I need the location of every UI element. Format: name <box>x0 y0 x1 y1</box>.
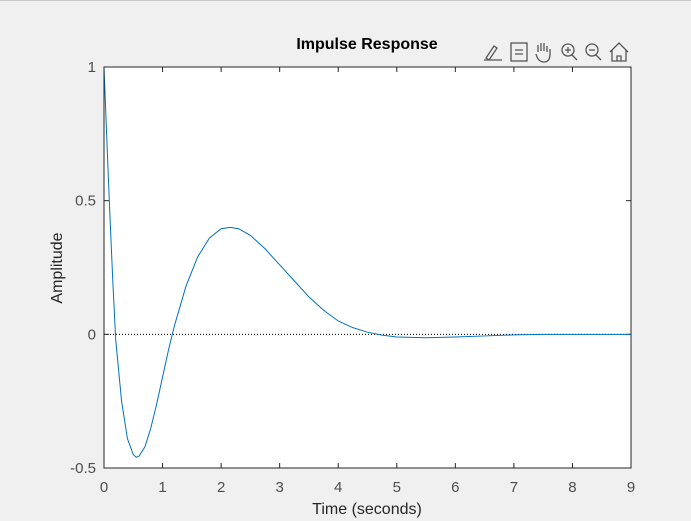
y-tick-label: -0.5 <box>70 460 96 477</box>
zoom-in-button[interactable] <box>561 43 578 61</box>
home-button[interactable] <box>609 42 629 62</box>
y-axis-label: Amplitude <box>49 232 66 303</box>
x-tick-label: 8 <box>568 479 576 496</box>
x-tick-label: 6 <box>451 479 459 496</box>
axes-toolbar[interactable] <box>484 42 629 63</box>
x-tick-label: 4 <box>334 479 342 496</box>
axes-background <box>104 67 631 468</box>
x-tick-label: 2 <box>217 479 225 496</box>
response-line <box>103 66 631 458</box>
brush-button[interactable] <box>484 45 502 61</box>
datatip-button[interactable] <box>510 42 528 62</box>
x-tick-label: 9 <box>627 479 635 496</box>
x-tick-label: 5 <box>393 479 401 496</box>
x-tick-label: 1 <box>158 479 166 496</box>
x-tick-label: 0 <box>100 479 108 496</box>
x-axis-label: Time (seconds) <box>312 501 422 518</box>
zoom-out-button[interactable] <box>585 43 602 61</box>
y-tick-label: 1 <box>88 59 96 76</box>
x-tick-label: 7 <box>510 479 518 496</box>
pan-button[interactable] <box>535 43 551 63</box>
x-tick-label: 3 <box>275 479 283 496</box>
chart-title: Impulse Response <box>296 36 437 53</box>
y-tick-label: 0.5 <box>75 193 96 210</box>
y-tick-label: 0 <box>88 326 96 343</box>
axes-box <box>103 66 632 469</box>
